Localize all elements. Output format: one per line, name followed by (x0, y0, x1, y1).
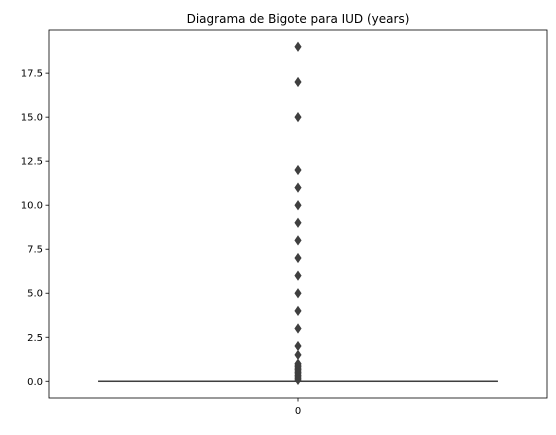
outlier-point (294, 323, 302, 334)
outlier-point (294, 305, 302, 316)
y-tick-label: 2.5 (27, 333, 43, 344)
y-tick-label: 5.0 (27, 289, 43, 300)
y-tick-label: 0.0 (27, 377, 43, 388)
outlier-point (294, 340, 302, 352)
y-axis: 0.0 2.5 5.0 7.5 10.0 12.5 15.0 17.5 (21, 69, 49, 388)
y-tick-label: 10.0 (21, 201, 43, 212)
outlier-point (294, 41, 302, 52)
outlier-point (294, 182, 302, 193)
outlier-point (294, 200, 302, 211)
outlier-point (294, 349, 302, 360)
outlier-point (294, 112, 302, 123)
chart-title: Diagrama de Bigote para IUD (years) (187, 12, 410, 26)
outlier-point (294, 164, 302, 176)
outlier-point (294, 358, 302, 369)
outlier-point (294, 76, 302, 88)
outlier-point (294, 288, 302, 299)
y-tick-label: 15.0 (21, 113, 43, 124)
y-tick-label: 7.5 (27, 245, 43, 256)
plot-area (98, 41, 498, 385)
outlier-point (294, 270, 302, 281)
y-tick-label: 17.5 (21, 69, 43, 80)
x-axis: 0 (295, 398, 301, 417)
outlier-point (294, 235, 302, 246)
y-tick-label: 12.5 (21, 157, 43, 168)
x-tick-label: 0 (295, 406, 301, 417)
outlier-point (294, 217, 302, 228)
outlier-point (294, 252, 302, 264)
